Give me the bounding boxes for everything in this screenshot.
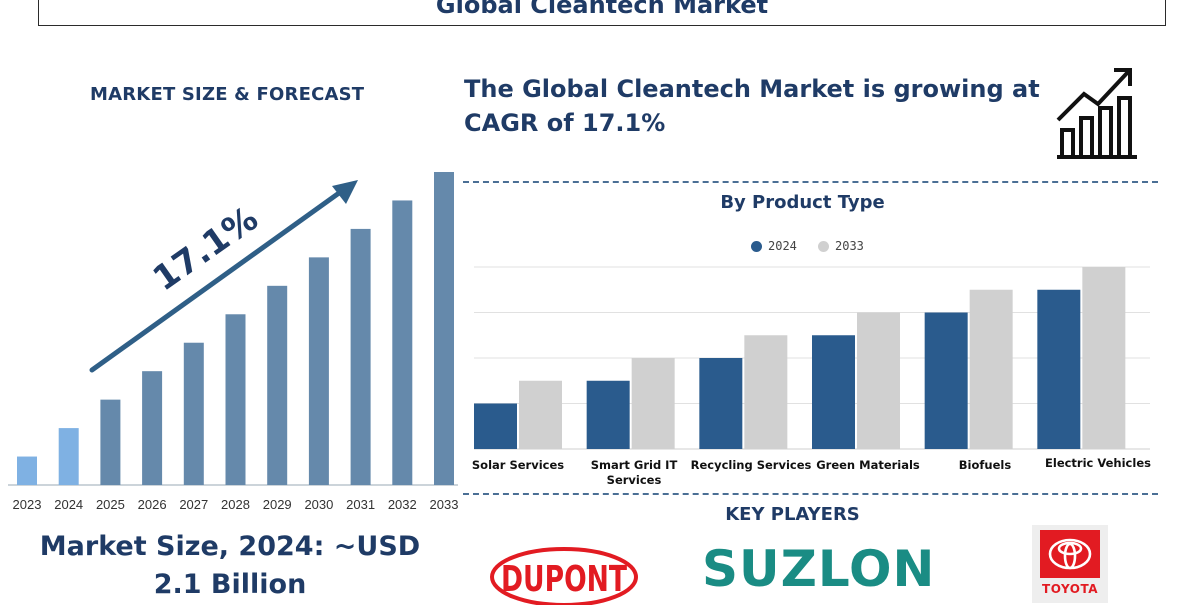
category-label-line: Services: [606, 473, 662, 487]
bar-2024-electric-vehicles: [1037, 289, 1081, 449]
category-label-biofuels: Biofuels: [920, 458, 1050, 473]
suzlon-logo: SUZLON: [702, 540, 935, 598]
toyota-emblem-icon: [1040, 530, 1100, 578]
forecast-bar-2030: [308, 257, 329, 485]
bar-2024-solar-services: [474, 403, 517, 449]
market-size-line1: Market Size, 2024: ~USD: [39, 531, 421, 562]
bar-2033-biofuels: [969, 289, 1013, 449]
forecast-tick-2030: 2030: [304, 497, 333, 510]
cagr-headline: The Global Cleantech Market is growing a…: [464, 75, 1040, 137]
legend-2024: 2024: [751, 239, 797, 253]
suzlon-logo-text: SUZLON: [702, 540, 936, 598]
legend-label-2033: 2033: [835, 239, 864, 253]
toyota-logo-text: TOYOTA: [1042, 582, 1098, 596]
growth-arrow-head: [332, 180, 358, 204]
legend-swatch-2024: [751, 240, 762, 252]
forecast-tick-2032: 2032: [388, 497, 417, 510]
bar-2033-solar-services: [519, 380, 562, 449]
category-label-line: Electric Vehicles: [1045, 456, 1151, 470]
forecast-bar-2031: [350, 228, 371, 485]
bar-2033-electric-vehicles: [1082, 267, 1126, 449]
forecast-bar-2029: [267, 285, 288, 485]
cagr-label: 17.1%: [146, 199, 266, 299]
divider-bottom: [463, 493, 1158, 495]
bar-chart-up-arrow-icon: [1056, 68, 1137, 159]
product-type-title: By Product Type: [720, 192, 885, 213]
legend-2033: 2033: [818, 239, 864, 253]
growth-arrow-shaft: [89, 185, 349, 373]
forecast-tick-2031: 2031: [346, 497, 375, 510]
category-label-line: Recycling Services: [690, 458, 812, 472]
forecast-bar-chart: 2023 2024 2025 2026 2027 2028 2029 2030 2031 2032…: [8, 172, 459, 510]
market-size-line2: 2.1 Billion: [153, 569, 307, 600]
category-label-electric-vehicles: Electric Vehicles: [1033, 456, 1163, 471]
forecast-bar-2033: [434, 172, 454, 485]
forecast-subtitle: MARKET SIZE & FORECAST: [90, 84, 365, 105]
dupont-logo-text: DUPONT: [501, 559, 627, 600]
category-label-line: Biofuels: [958, 458, 1012, 472]
forecast-tick-2024: 2024: [54, 497, 83, 510]
category-label-line: Solar Services: [471, 458, 565, 472]
toyota-logo: TOYOTA: [1032, 525, 1108, 603]
forecast-bar-2024: [58, 428, 79, 485]
forecast-tick-2023: 2023: [13, 497, 42, 510]
forecast-tick-2027: 2027: [179, 497, 208, 510]
forecast-bar-2025: [100, 399, 121, 485]
category-label-line: Smart Grid IT: [590, 458, 678, 472]
title-banner: Global Cleantech Market: [38, 0, 1166, 26]
divider-top: [463, 181, 1158, 183]
legend-label-2024: 2024: [768, 239, 797, 253]
bar-2033-green-materials: [857, 312, 900, 449]
category-label-green-materials: Green Materials: [803, 458, 933, 473]
bar-2033-recycling-services: [744, 335, 788, 449]
legend-swatch-2033: [818, 240, 829, 252]
category-label-recycling: Recycling Services: [686, 458, 816, 473]
forecast-tick-2025: 2025: [96, 497, 125, 510]
forecast-bar-2027: [183, 342, 204, 485]
forecast-bar-2023: [17, 456, 37, 485]
bar-2024-biofuels: [924, 312, 968, 449]
key-players-title: KEY PLAYERS: [725, 504, 860, 525]
market-size-callout: Market Size, 2024: ~USD 2.1 Billion: [10, 528, 450, 604]
category-label-solar-services: Solar Services: [453, 458, 583, 473]
forecast-bar-2032: [392, 200, 413, 486]
forecast-tick-2029: 2029: [263, 497, 292, 510]
forecast-bar-2026: [142, 371, 163, 485]
bar-2024-smart-grid-it-services: [586, 380, 630, 449]
bar-2024-recycling-services: [699, 358, 743, 449]
forecast-bar-2028: [225, 314, 246, 485]
category-label-smart-grid: Smart Grid IT Services: [569, 458, 699, 488]
category-label-line: Green Materials: [816, 458, 920, 472]
product-type-bar-chart: [474, 266, 1150, 450]
page-title: Global Cleantech Market: [435, 0, 769, 19]
forecast-tick-2028: 2028: [221, 497, 250, 510]
bar-2024-green-materials: [812, 335, 855, 449]
bar-2033-smart-grid-it-services: [631, 358, 675, 449]
forecast-tick-2033: 2033: [430, 497, 459, 510]
forecast-tick-2026: 2026: [138, 497, 167, 510]
dupont-logo: DUPONT: [488, 545, 640, 610]
